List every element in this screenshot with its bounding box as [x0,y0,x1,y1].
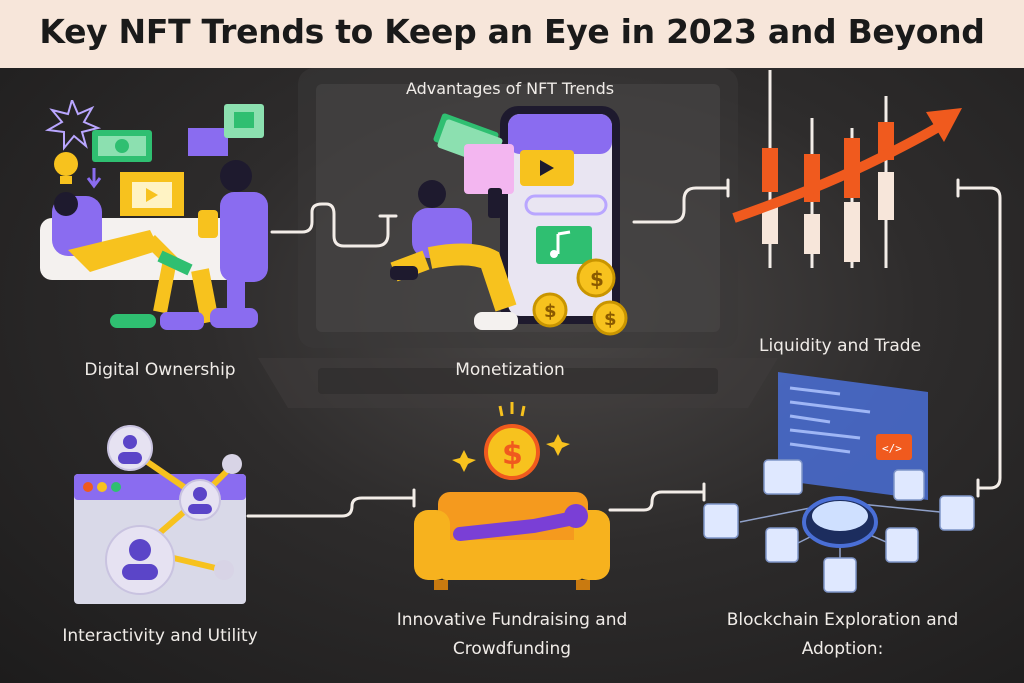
svg-text:$: $ [590,267,604,291]
connector-2 [632,186,730,224]
node-fundraising: Innovative Fundraising and Crowdfunding [396,610,628,659]
monetization-illustration: $ $ $ [390,106,628,336]
blockchain-network-illustration: </> [703,372,975,593]
user-network-window-illustration [74,425,246,604]
node-interactivity: Interactivity and Utility [62,626,258,646]
svg-text:$: $ [544,301,557,322]
connector-5 [246,496,416,518]
svg-text:</>: </> [882,442,902,455]
svg-text:$: $ [502,437,523,472]
node-blockchain: Blockchain Exploration and Adoption: [726,610,959,659]
node-monetization: Monetization [455,360,565,380]
digital-ownership-illustration [40,100,268,330]
connector-1 [270,202,390,248]
sofa-coin-illustration: $ [414,402,610,590]
page-title: Key NFT Trends to Keep an Eye in 2023 an… [39,12,985,51]
node-liquidity: Liquidity and Trade [758,336,922,356]
node-digital-ownership: Digital Ownership [84,360,236,380]
connector-3 [956,186,1002,490]
connector-4 [608,490,706,512]
title-bar [0,0,1024,68]
subtitle: Advantages of NFT Trends [405,79,615,98]
candlestick-chart-icon [732,70,962,268]
svg-text:$: $ [604,309,617,330]
